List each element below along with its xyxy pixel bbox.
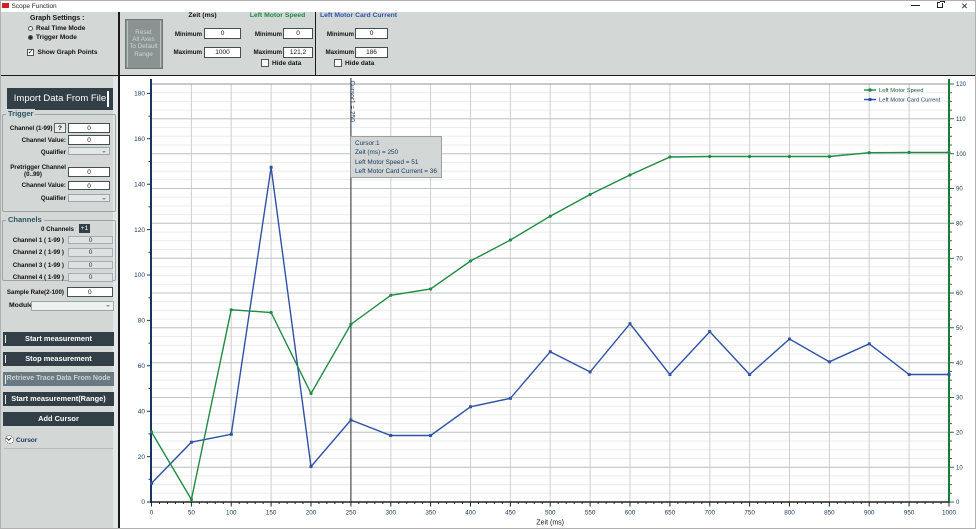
svg-text:180: 180 xyxy=(134,91,145,98)
svg-text:100: 100 xyxy=(226,510,237,517)
svg-text:500: 500 xyxy=(545,510,556,517)
svg-text:100: 100 xyxy=(956,152,967,158)
svg-text:800: 800 xyxy=(784,510,795,517)
svg-text:40: 40 xyxy=(138,408,146,415)
svg-text:Zeit (ms): Zeit (ms) xyxy=(536,520,564,527)
svg-text:90: 90 xyxy=(956,187,963,193)
svg-text:140: 140 xyxy=(134,181,145,188)
svg-text:20: 20 xyxy=(138,454,146,461)
svg-text:30: 30 xyxy=(956,396,963,402)
svg-text:650: 650 xyxy=(665,510,676,517)
svg-text:60: 60 xyxy=(138,363,146,370)
svg-text:200: 200 xyxy=(306,510,317,517)
svg-text:400: 400 xyxy=(465,510,476,517)
svg-text:950: 950 xyxy=(904,510,915,517)
svg-text:1000: 1000 xyxy=(942,510,957,517)
svg-text:250: 250 xyxy=(346,510,357,517)
svg-text:550: 550 xyxy=(585,510,596,517)
svg-text:160: 160 xyxy=(134,136,145,143)
svg-text:80: 80 xyxy=(956,222,963,228)
svg-text:50: 50 xyxy=(188,510,196,517)
svg-text:20: 20 xyxy=(956,431,963,437)
svg-text:40: 40 xyxy=(956,361,963,367)
svg-text:60: 60 xyxy=(956,291,963,297)
svg-text:110: 110 xyxy=(956,117,966,123)
svg-text:900: 900 xyxy=(864,510,875,517)
svg-text:80: 80 xyxy=(138,318,146,325)
svg-text:0: 0 xyxy=(150,510,154,517)
svg-text:100: 100 xyxy=(134,272,145,279)
svg-text:450: 450 xyxy=(505,510,516,517)
svg-text:Left Motor Speed: Left Motor Speed xyxy=(879,88,923,94)
svg-text:120: 120 xyxy=(956,82,967,88)
svg-text:850: 850 xyxy=(824,510,835,517)
svg-text:750: 750 xyxy=(744,510,755,517)
svg-text:150: 150 xyxy=(266,510,277,517)
svg-text:Left Motor Card Current: Left Motor Card Current xyxy=(879,98,941,104)
svg-text:50: 50 xyxy=(956,326,963,332)
svg-text:700: 700 xyxy=(705,510,716,517)
svg-text:0: 0 xyxy=(956,500,960,506)
svg-text:600: 600 xyxy=(625,510,636,517)
svg-text:Cursor1 = 250: Cursor1 = 250 xyxy=(348,81,355,123)
svg-text:10: 10 xyxy=(956,465,963,471)
svg-text:70: 70 xyxy=(956,256,963,262)
svg-text:120: 120 xyxy=(134,227,145,234)
svg-text:0: 0 xyxy=(141,499,145,506)
svg-text:300: 300 xyxy=(386,510,397,517)
svg-text:350: 350 xyxy=(425,510,436,517)
